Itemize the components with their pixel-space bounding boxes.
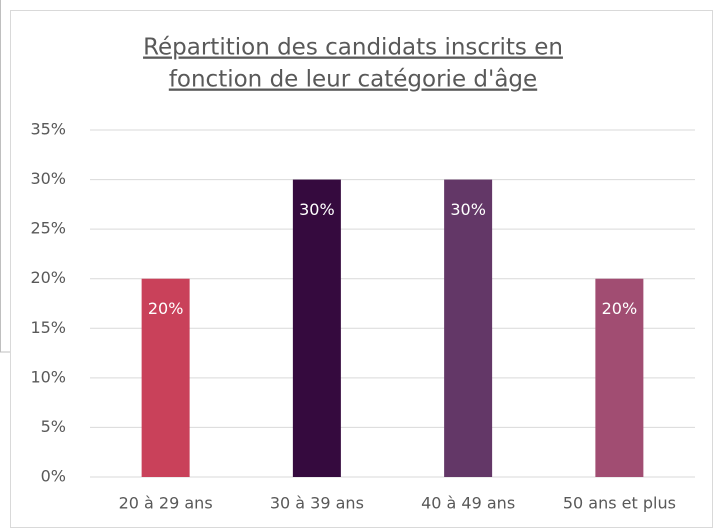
chart-title: Répartition des candidats inscrits en: [143, 35, 563, 61]
x-tick-label: 20 à 29 ans: [119, 494, 213, 513]
data-label: 20%: [602, 299, 638, 318]
bar: [595, 278, 644, 477]
data-label: 30%: [299, 200, 335, 219]
y-tick-label: 35%: [30, 120, 66, 139]
y-tick-label: 25%: [30, 219, 66, 238]
y-tick-label: 10%: [30, 367, 66, 386]
bar: [444, 179, 493, 478]
chart-title: fonction de leur catégorie d'âge: [169, 67, 537, 93]
bar: [292, 179, 341, 478]
y-tick-label: 0%: [41, 467, 66, 486]
x-tick-label: 50 ans et plus: [563, 494, 676, 513]
y-tick-label: 20%: [30, 268, 66, 287]
x-tick-label: 40 à 49 ans: [421, 494, 515, 513]
y-tick-label: 30%: [30, 169, 66, 188]
y-tick-label: 15%: [30, 318, 66, 337]
y-tick-label: 5%: [41, 417, 66, 436]
x-tick-label: 30 à 39 ans: [270, 494, 364, 513]
data-label: 20%: [148, 299, 184, 318]
bar: [141, 278, 190, 477]
data-label: 30%: [450, 200, 486, 219]
